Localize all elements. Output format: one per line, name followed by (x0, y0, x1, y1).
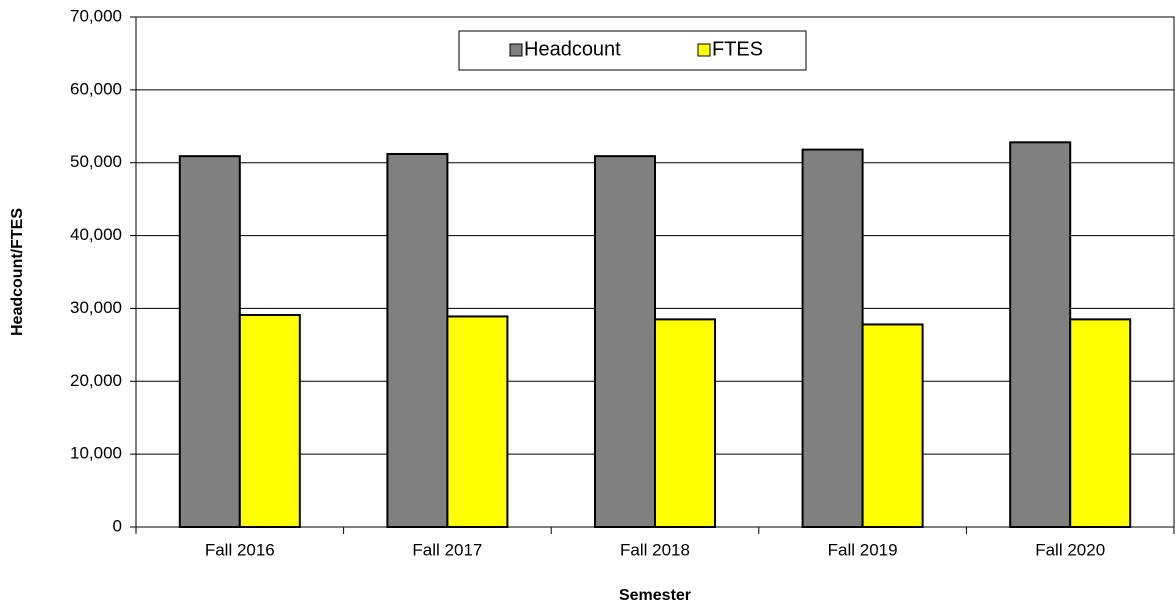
bar (861, 323, 924, 529)
bar (1009, 141, 1072, 528)
bar (238, 313, 301, 528)
legend-label: FTES (712, 38, 763, 60)
bar (594, 155, 656, 529)
bar (654, 318, 716, 528)
legend-swatch (509, 43, 523, 57)
legend-swatch (697, 43, 711, 57)
y-tick-label: 70,000 (70, 6, 122, 25)
x-tick-label: Fall 2016 (205, 540, 275, 559)
x-tick-label: Fall 2018 (620, 540, 690, 559)
y-tick-label: 10,000 (70, 444, 122, 463)
x-tick-label: Fall 2019 (828, 540, 898, 559)
x-axis-title: Semester (619, 587, 691, 604)
y-axis-title: Headcount/FTES (9, 208, 26, 336)
y-tick-label: 30,000 (70, 298, 122, 317)
y-tick-label: 60,000 (70, 79, 122, 98)
legend-label: Headcount (524, 38, 621, 60)
y-tick-label: 0 (113, 516, 122, 535)
x-tick-label: Fall 2020 (1035, 540, 1105, 559)
bar (446, 315, 509, 529)
bar (386, 152, 449, 528)
x-tick-label: Fall 2017 (412, 540, 482, 559)
bar (801, 148, 864, 528)
y-tick-label: 40,000 (70, 225, 122, 244)
y-tick-label: 50,000 (70, 152, 122, 171)
bar (178, 155, 241, 529)
y-tick-label: 20,000 (70, 371, 122, 390)
bar (1069, 318, 1132, 528)
